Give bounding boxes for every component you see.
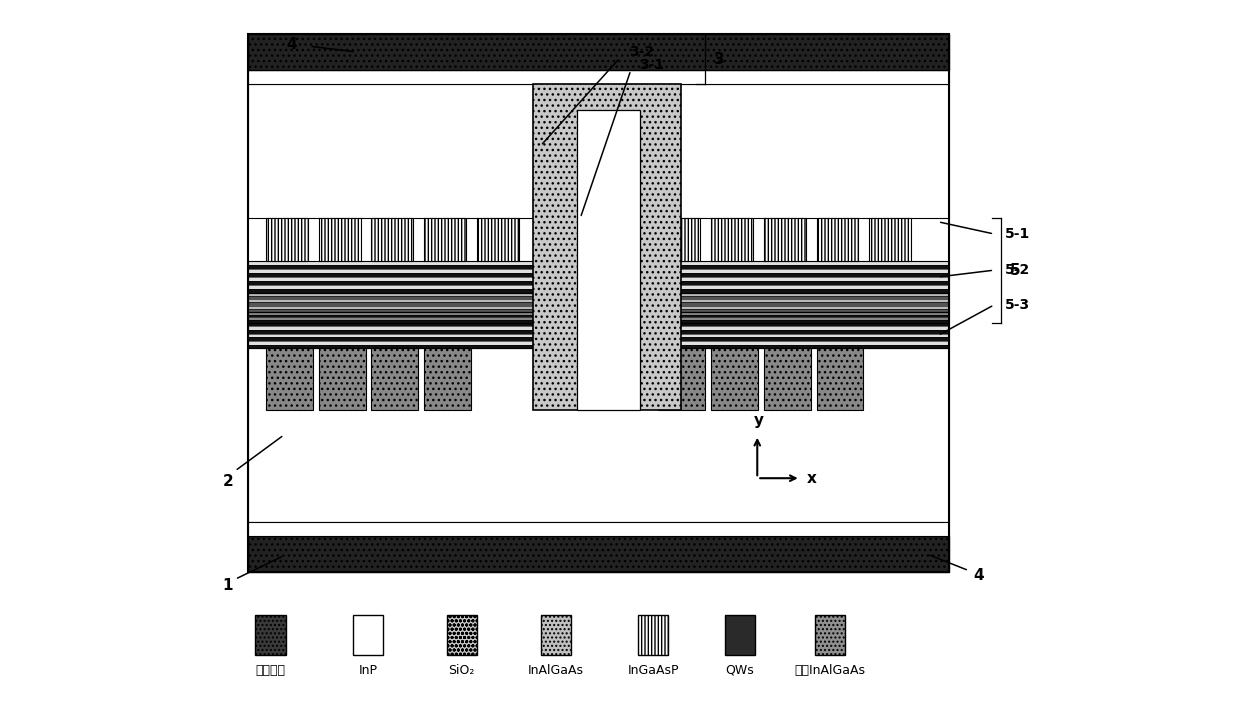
Bar: [248, 261, 949, 266]
Bar: [248, 312, 949, 323]
Text: 4: 4: [973, 568, 985, 583]
Bar: [477, 218, 518, 261]
Text: 掺杂InAlGaAs: 掺杂InAlGaAs: [795, 664, 866, 677]
Bar: [248, 277, 949, 281]
Bar: [248, 327, 949, 330]
Text: InAlGaAs: InAlGaAs: [528, 664, 584, 677]
Bar: [764, 348, 811, 409]
Bar: [424, 218, 466, 261]
Bar: [764, 218, 806, 261]
Bar: [724, 615, 755, 656]
Bar: [248, 296, 949, 299]
Text: 5: 5: [1011, 263, 1021, 278]
Bar: [248, 536, 949, 572]
Bar: [248, 289, 949, 292]
Text: 4: 4: [286, 37, 296, 52]
Bar: [248, 292, 949, 312]
Bar: [267, 218, 308, 261]
Text: InP: InP: [358, 664, 377, 677]
Bar: [267, 348, 312, 409]
Bar: [816, 348, 863, 409]
Bar: [815, 615, 846, 656]
Bar: [319, 348, 366, 409]
Bar: [658, 348, 706, 409]
Bar: [658, 218, 701, 261]
Bar: [541, 615, 570, 656]
Bar: [248, 337, 949, 341]
Text: SiO₂: SiO₂: [449, 664, 475, 677]
Bar: [711, 348, 758, 409]
Bar: [248, 323, 949, 348]
Bar: [248, 317, 949, 320]
Bar: [255, 615, 285, 656]
Bar: [248, 306, 949, 309]
Bar: [248, 309, 949, 312]
Bar: [248, 285, 949, 289]
Text: 3-1: 3-1: [640, 58, 665, 72]
Bar: [248, 320, 949, 323]
Bar: [248, 330, 949, 334]
Bar: [577, 110, 640, 409]
Bar: [424, 348, 471, 409]
Bar: [639, 615, 668, 656]
Bar: [446, 615, 477, 656]
Bar: [248, 269, 949, 273]
Bar: [319, 218, 361, 261]
Text: InGaAsP: InGaAsP: [627, 664, 680, 677]
Bar: [248, 521, 949, 536]
Text: 2: 2: [222, 475, 233, 489]
Text: 接触电极: 接触电极: [255, 664, 285, 677]
Text: 3: 3: [714, 52, 724, 67]
Bar: [248, 314, 949, 317]
Bar: [248, 34, 949, 572]
Bar: [248, 334, 949, 337]
Text: y: y: [754, 413, 764, 428]
Bar: [372, 348, 418, 409]
Text: 5-1: 5-1: [1006, 227, 1030, 241]
Bar: [248, 302, 949, 306]
Bar: [711, 218, 753, 261]
Bar: [248, 348, 949, 521]
Bar: [248, 266, 949, 269]
Text: QWs: QWs: [725, 664, 754, 677]
Bar: [372, 218, 413, 261]
Bar: [248, 85, 949, 218]
Bar: [248, 70, 949, 85]
Text: 1: 1: [222, 577, 233, 592]
Bar: [248, 273, 949, 277]
Text: x: x: [806, 471, 816, 485]
Bar: [869, 218, 911, 261]
Text: 5-2: 5-2: [1006, 263, 1030, 277]
Bar: [248, 299, 949, 302]
Bar: [248, 261, 949, 292]
Bar: [248, 323, 949, 327]
Bar: [248, 341, 949, 345]
Bar: [816, 218, 858, 261]
Bar: [248, 281, 949, 285]
Bar: [248, 34, 949, 70]
Bar: [248, 345, 949, 348]
Bar: [533, 85, 682, 409]
Text: 3-2: 3-2: [629, 45, 653, 59]
Bar: [248, 292, 949, 296]
Bar: [352, 615, 383, 656]
Bar: [248, 312, 949, 314]
Text: 5-3: 5-3: [1006, 298, 1030, 312]
